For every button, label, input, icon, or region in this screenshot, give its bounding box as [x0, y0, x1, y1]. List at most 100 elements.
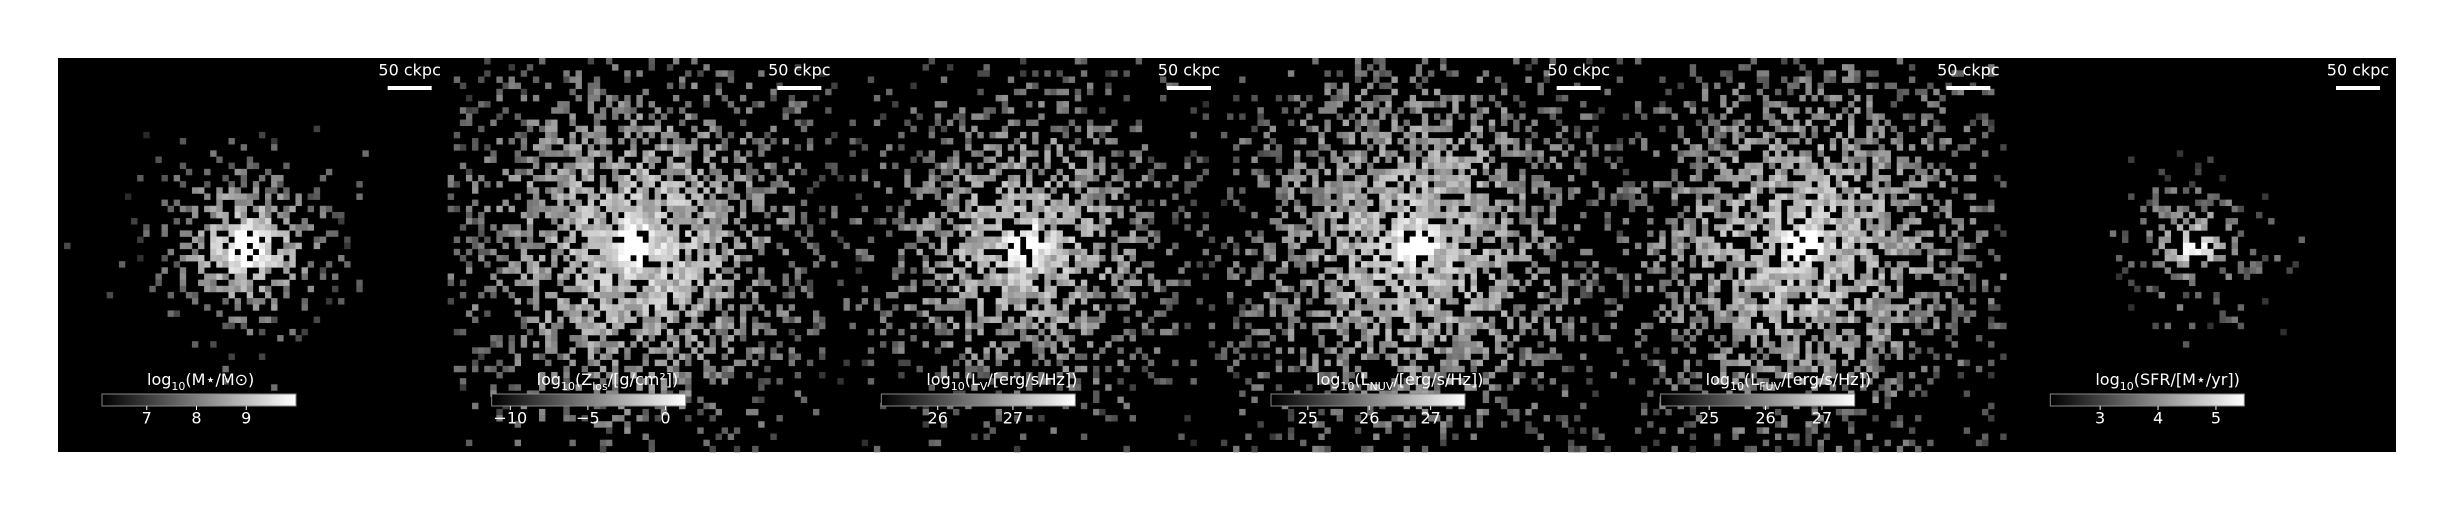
pixel: [599, 439, 607, 447]
pixel: [1086, 291, 1094, 299]
pixel: [764, 131, 771, 139]
pixel: [1482, 107, 1490, 114]
pixel: [1300, 205, 1307, 213]
pixel: [1409, 255, 1417, 262]
pixel: [319, 267, 327, 274]
pixel: [1391, 193, 1398, 200]
pixel: [1452, 174, 1459, 182]
pixel: [703, 156, 710, 163]
pixel: [995, 261, 1003, 268]
pixel: [642, 298, 649, 305]
pixel: [453, 131, 461, 139]
pixel: [1269, 150, 1277, 157]
pixel: [1507, 205, 1514, 213]
pixel: [624, 255, 631, 262]
pixel: [965, 310, 972, 317]
pixel: [1245, 378, 1252, 385]
pixel: [532, 273, 540, 280]
pixel: [1756, 181, 1764, 188]
pixel: [685, 168, 692, 176]
pixel: [1093, 285, 1100, 293]
pixel: [697, 298, 704, 305]
pixel: [721, 341, 729, 348]
pixel: [1458, 267, 1465, 274]
pixel: [630, 224, 637, 231]
pixel: [1440, 101, 1447, 108]
pixel: [697, 427, 704, 434]
pixel: [1592, 433, 1599, 440]
pixel: [563, 415, 570, 422]
pixel: [642, 88, 649, 96]
pixel: [1233, 359, 1240, 367]
pixel: [1403, 267, 1410, 274]
pixel: [959, 168, 966, 176]
pixel: [1348, 113, 1356, 120]
pixel: [1257, 421, 1264, 428]
pixel: [1561, 365, 1569, 373]
pixel: [1373, 58, 1380, 65]
pixel: [1403, 101, 1410, 108]
pixel: [210, 242, 217, 250]
pixel: [587, 242, 595, 250]
pixel: [618, 341, 625, 348]
colorbar-tick-label: 27: [1420, 409, 1440, 428]
pixel: [1872, 162, 1879, 170]
pixel: [204, 273, 211, 280]
pixel: [1074, 58, 1082, 65]
pixel: [532, 298, 540, 305]
pixel: [1306, 187, 1313, 194]
pixel: [1482, 199, 1490, 207]
pixel: [283, 218, 290, 225]
pixel: [1494, 341, 1502, 348]
pixel: [331, 273, 339, 280]
pixel: [551, 371, 558, 379]
pixel: [983, 156, 990, 163]
pixel: [1385, 310, 1392, 317]
pixel: [526, 267, 534, 274]
pixel: [1781, 156, 1788, 163]
pixel: [1927, 174, 1934, 182]
pixel: [1019, 279, 1027, 287]
pixel: [593, 322, 601, 330]
pixel: [770, 125, 777, 133]
pixel: [478, 347, 485, 354]
pixel: [703, 64, 710, 71]
pixel: [1062, 298, 1069, 305]
pixel: [1921, 174, 1928, 182]
pixel: [660, 261, 668, 268]
pixel: [654, 205, 662, 213]
pixel: [873, 94, 881, 102]
pixel: [1105, 88, 1112, 96]
pixel: [721, 310, 729, 317]
pixel: [1001, 131, 1009, 139]
pixel: [697, 230, 704, 237]
pixel: [1251, 211, 1258, 219]
pixel: [1385, 335, 1392, 342]
pixel: [1421, 181, 1429, 188]
pixel: [612, 255, 619, 262]
pixel: [685, 285, 692, 293]
pixel: [1866, 181, 1873, 188]
pixel: [971, 193, 978, 200]
pixel: [1062, 304, 1069, 311]
pixel: [1476, 150, 1484, 157]
pixel: [879, 310, 887, 317]
pixel: [1080, 279, 1088, 287]
pixel: [1044, 236, 1051, 243]
pixel: [1062, 255, 1069, 262]
pixel: [545, 328, 552, 336]
pixel: [1622, 181, 1630, 188]
pixel: [1440, 291, 1447, 299]
pixel: [1038, 193, 1045, 200]
pixel: [1263, 174, 1270, 182]
pixel: [569, 119, 576, 127]
pixel: [1013, 285, 1021, 293]
pixel: [666, 255, 674, 262]
pixel: [636, 131, 643, 139]
pixel: [1105, 341, 1112, 348]
pixel: [228, 181, 235, 188]
pixel: [1147, 230, 1155, 237]
pixel: [1324, 255, 1331, 262]
pixel: [1062, 211, 1069, 219]
pixel: [691, 236, 698, 243]
